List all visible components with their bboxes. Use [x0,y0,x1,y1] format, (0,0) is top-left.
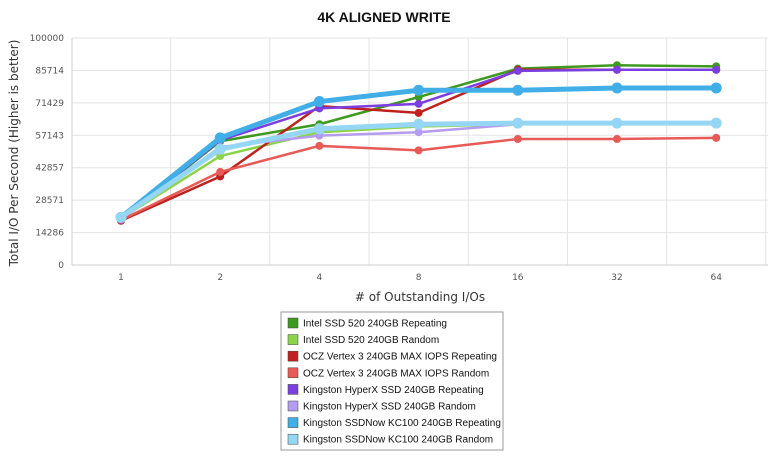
data-point [512,84,524,96]
data-point [313,96,325,108]
legend-label: Kingston HyperX SSD 240GB Random [303,402,476,413]
legend-swatch [287,400,299,412]
x-tick-label: 16 [512,273,524,283]
legend-label: Kingston HyperX SSD 240GB Repeating [303,385,484,396]
legend-label: OCZ Vertex 3 240GB MAX IOPS Repeating [303,352,497,363]
data-point [115,211,127,223]
y-tick-label: 42857 [35,164,64,174]
series-7 [115,117,722,223]
x-tick-label: 4 [317,273,323,283]
legend-label: OCZ Vertex 3 240GB MAX IOPS Random [303,368,489,379]
data-point [512,117,524,129]
legend-swatch [287,334,299,345]
data-point [414,108,423,117]
y-axis-ticks: 100000 85714 71429 57143 42857 28571 14286 0 [30,34,65,271]
legend-label: Kingston SSDNow KC100 240GB Random [303,435,493,446]
y-tick-label: 71429 [35,99,64,109]
grid [71,37,768,266]
legend-swatch [287,317,299,329]
legend-items: Intel SSD 520 240GB Repeating Intel SSD 5… [287,317,501,446]
data-point [712,65,721,74]
data-point [513,135,522,144]
data-point [710,82,722,94]
data-point [315,141,324,150]
y-tick-label: 85714 [35,66,64,76]
y-tick-label: 14286 [35,229,64,239]
legend-label: Intel SSD 520 240GB Random [303,335,439,346]
legend-label: Kingston SSDNow KC100 240GB Repeating [303,418,501,429]
legend-swatch [287,350,299,362]
y-tick-label: 100000 [30,34,65,44]
x-tick-label: 1 [118,273,124,283]
legend-swatch [287,417,299,428]
data-point [413,84,425,96]
y-tick-label: 28571 [35,196,64,206]
data-point [216,167,225,176]
data-point [613,65,621,74]
legend-swatch [287,367,299,379]
data-point [611,82,623,94]
y-tick-label: 0 [58,261,64,271]
legend-label: Intel SSD 520 240GB Repeating [303,319,447,330]
data-point [413,118,425,130]
y-tick-label: 57143 [35,131,64,141]
x-axis-ticks: 1 2 4 8 16 32 64 [118,273,722,283]
data-point [611,117,623,129]
y-axis-label: Total I/O Per Second (Higher is better) [7,40,21,268]
legend-swatch [287,433,299,445]
legend: Intel SSD 520 240GB Repeating Intel SSD 5… [280,311,504,451]
data-point [214,132,226,144]
data-point [513,66,522,75]
data-point [414,146,423,155]
x-tick-label: 32 [611,273,622,283]
series-line [119,120,717,220]
x-tick-label: 64 [710,273,722,283]
series-group [115,61,722,225]
data-point [710,117,722,129]
legend-swatch [287,384,299,395]
data-point [414,128,423,137]
data-point [414,99,423,108]
x-tick-label: 2 [217,273,223,283]
data-point [712,133,721,142]
chart-title: 4K ALIGNED WRITE [317,9,450,25]
legend-box [280,311,504,451]
data-point [613,135,621,144]
x-tick-label: 8 [416,273,422,283]
data-point [214,143,226,155]
data-point [313,123,325,135]
x-axis-label: # of Outstanding I/Os [355,290,485,304]
